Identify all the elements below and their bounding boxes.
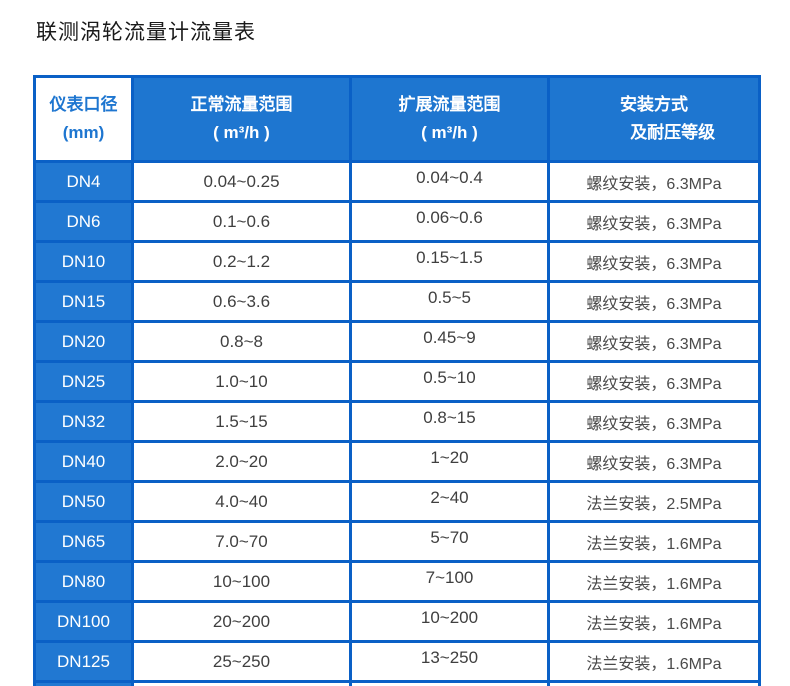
- table-row: DN65 7.0~70 5~70 法兰安装，1.6MPa: [33, 520, 761, 563]
- cell-normal: 1.5~15: [131, 400, 352, 443]
- cell-extended: 0.15~1.5: [349, 240, 550, 283]
- table-body: DN4 0.04~0.25 0.04~0.4 螺纹安装，6.3MPa DN6 0.1~0.…: [33, 160, 761, 686]
- table-row: DN25 1.0~10 0.5~10 螺纹安装，6.3MPa: [33, 360, 761, 403]
- cell-extended: 0.06~0.6: [349, 200, 550, 243]
- header-normal-flow-range-line2: ( m³/h ): [213, 123, 270, 142]
- cell-dn: DN80: [33, 560, 134, 603]
- header-installation-pressure: 安装方式 及耐压等级: [547, 75, 761, 163]
- cell-normal: 25~250: [131, 640, 352, 683]
- cell-extended: 5~70: [349, 520, 550, 563]
- cell-extended: 0.04~0.4: [349, 160, 550, 203]
- cell-extended: 0.5~5: [349, 280, 550, 323]
- cell-dn: DN32: [33, 400, 134, 443]
- header-installation-pressure-line1: 安装方式: [620, 94, 688, 114]
- cell-install: 法兰安装，1.6MPa: [547, 600, 761, 643]
- page-title: 联测涡轮流量计流量表: [36, 21, 256, 44]
- table-row: DN4 0.04~0.25 0.04~0.4 螺纹安装，6.3MPa: [33, 160, 761, 203]
- cell-normal: 20~200: [131, 600, 352, 643]
- cell-extended: 1~20: [349, 440, 550, 483]
- table-row: DN20 0.8~8 0.45~9 螺纹安装，6.3MPa: [33, 320, 761, 363]
- cell-normal: 0.8~8: [131, 320, 352, 363]
- cell-dn: DN10: [33, 240, 134, 283]
- cell-install: 法兰安装，1.6MPa: [547, 520, 761, 563]
- cell-extended: 10~200: [349, 600, 550, 643]
- table-row: DN10 0.2~1.2 0.15~1.5 螺纹安装，6.3MPa: [33, 240, 761, 283]
- cell-normal: 1.0~10: [131, 360, 352, 403]
- cell-install: 螺纹安装，6.3MPa: [547, 240, 761, 283]
- cell-install: 螺纹安装，6.3MPa: [547, 400, 761, 443]
- table-header-row: 仪表口径 (mm) 正常流量范围 ( m³/h ) 扩展流量范围 ( m³/h …: [33, 75, 761, 163]
- cell-install: 螺纹安装，6.3MPa: [547, 280, 761, 323]
- table-row: DN32 1.5~15 0.8~15 螺纹安装，6.3MPa: [33, 400, 761, 443]
- table-row: DN40 2.0~20 1~20 螺纹安装，6.3MPa: [33, 440, 761, 483]
- header-meter-diameter-line1: 仪表口径: [49, 94, 118, 114]
- table-row: DN80 10~100 7~100 法兰安装，1.6MPa: [33, 560, 761, 603]
- cell-normal: 0.6~3.6: [131, 280, 352, 323]
- cell-normal: 0.2~1.2: [131, 240, 352, 283]
- cell-dn: DN100: [33, 600, 134, 643]
- cell-install: 法兰安装，1.6MPa: [547, 680, 761, 686]
- cell-dn: DN6: [33, 200, 134, 243]
- cell-install: 螺纹安装，6.3MPa: [547, 200, 761, 243]
- header-installation-pressure-line2: 及耐压等级: [630, 123, 716, 142]
- table-row: DN125 25~250 13~250 法兰安装，1.6MPa: [33, 640, 761, 683]
- header-extended-flow-range-line1: 扩展流量范围: [398, 94, 501, 114]
- cell-normal: 10~100: [131, 560, 352, 603]
- cell-extended: 0.8~15: [349, 400, 550, 443]
- cell-dn: DN125: [33, 640, 134, 683]
- cell-dn: DN50: [33, 480, 134, 523]
- table-row: DN15030~30015~300法兰安装，1.6MPa: [33, 680, 761, 686]
- table-row: DN15 0.6~3.6 0.5~5 螺纹安装，6.3MPa: [33, 280, 761, 323]
- flow-rate-table: 仪表口径 (mm) 正常流量范围 ( m³/h ) 扩展流量范围 ( m³/h …: [33, 75, 761, 686]
- cell-dn: DN65: [33, 520, 134, 563]
- header-extended-flow-range: 扩展流量范围 ( m³/h ): [349, 75, 550, 163]
- table-row: DN100 20~200 10~200 法兰安装，1.6MPa: [33, 600, 761, 643]
- header-meter-diameter: 仪表口径 (mm): [33, 75, 134, 163]
- cell-dn: DN20: [33, 320, 134, 363]
- cell-extended: 7~100: [349, 560, 550, 603]
- header-normal-flow-range-line1: 正常流量范围: [190, 94, 293, 114]
- cell-dn: DN15: [33, 280, 134, 323]
- table-row: DN50 4.0~40 2~40 法兰安装，2.5MPa: [33, 480, 761, 523]
- cell-install: 螺纹安装，6.3MPa: [547, 160, 761, 203]
- cell-install: 螺纹安装，6.3MPa: [547, 320, 761, 363]
- cell-extended: 15~300: [349, 680, 550, 686]
- cell-extended: 2~40: [349, 480, 550, 523]
- cell-install: 法兰安装，1.6MPa: [547, 640, 761, 683]
- cell-install: 螺纹安装，6.3MPa: [547, 440, 761, 483]
- cell-extended: 0.45~9: [349, 320, 550, 363]
- cell-install: 螺纹安装，6.3MPa: [547, 360, 761, 403]
- cell-normal: 0.1~0.6: [131, 200, 352, 243]
- cell-install: 法兰安装，2.5MPa: [547, 480, 761, 523]
- header-normal-flow-range: 正常流量范围 ( m³/h ): [131, 75, 352, 163]
- cell-normal: 2.0~20: [131, 440, 352, 483]
- cell-dn: DN4: [33, 160, 134, 203]
- header-extended-flow-range-line2: ( m³/h ): [421, 123, 478, 142]
- cell-normal: 7.0~70: [131, 520, 352, 563]
- header-meter-diameter-line2: (mm): [62, 123, 105, 142]
- cell-dn: DN25: [33, 360, 134, 403]
- cell-dn: DN40: [33, 440, 134, 483]
- cell-normal: 4.0~40: [131, 480, 352, 523]
- cell-normal: 0.04~0.25: [131, 160, 352, 203]
- cell-extended: 13~250: [349, 640, 550, 683]
- table-row: DN6 0.1~0.6 0.06~0.6 螺纹安装，6.3MPa: [33, 200, 761, 243]
- cell-normal: 30~300: [131, 680, 352, 686]
- cell-extended: 0.5~10: [349, 360, 550, 403]
- cell-install: 法兰安装，1.6MPa: [547, 560, 761, 603]
